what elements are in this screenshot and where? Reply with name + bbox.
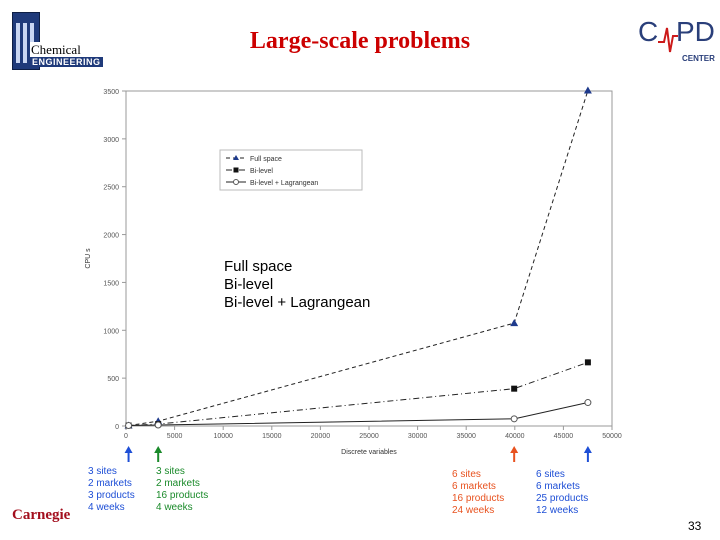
overlay-legend-bilevel: Bi-level [224, 276, 274, 293]
logo-letter-c: C [638, 16, 659, 47]
legend-marker-circle [233, 179, 239, 185]
capd-center-logo: C PD CENTER [636, 10, 716, 68]
y-tick-label: 0 [115, 424, 119, 431]
annotation-case-2-line-2: 2 markets [156, 478, 200, 489]
annotation-case-4-line-3: 25 products [536, 493, 589, 504]
data-point-bilevel-lagrangean [510, 415, 518, 423]
annotation-case-4: 6 sites 6 markets 25 products 12 weeks [536, 469, 588, 517]
logo-letters-pd: PD [676, 16, 715, 47]
y-tick-label: 2500 [103, 185, 119, 192]
data-point-bilevel-lagrangean [154, 421, 162, 429]
annotation-case-1-line-3: 3 products [88, 490, 135, 501]
series-line-1 [128, 90, 589, 427]
data-point-full-space [583, 86, 592, 94]
annotation-case-3-line-3: 16 products [452, 493, 505, 504]
series-line-2 [128, 361, 589, 427]
overlay-legend-full-space: Full space [224, 258, 293, 275]
x-tick-label: 25000 [359, 433, 379, 440]
x-tick-label: 5000 [167, 433, 183, 440]
x-axis-label: Discrete variables [341, 449, 397, 456]
annotation-case-2-line-4: 4 weeks [156, 502, 193, 513]
y-tick-label: 1500 [103, 280, 119, 287]
pulse-icon [658, 27, 678, 53]
x-tick-label: 30000 [408, 433, 428, 440]
annotation-case-1-line-2: 2 markets [88, 478, 132, 489]
slide-title: Large-scale problems [249, 28, 471, 54]
logo-word-engineering: ENGINEERING [30, 57, 103, 67]
legend-entry-label: Bi-level [250, 168, 273, 175]
annotation-case-2-line-1: 3 sites [156, 466, 185, 477]
annotation-case-1-line-4: 4 weeks [88, 502, 125, 513]
legend-entry-label: Full space [250, 156, 282, 163]
annotation-arrow-head [510, 446, 519, 453]
annotation-case-1: 3 sites 2 markets 3 products 4 weeks [88, 466, 135, 514]
annotation-arrow-head [583, 446, 592, 453]
annotation-case-3-line-1: 6 sites [452, 469, 481, 480]
overlay-legend: Full space Bi-level Bi-level + Lagrangea… [224, 258, 370, 312]
annotation-arrow-head [154, 446, 163, 453]
annotation-case-4-line-4: 12 weeks [536, 505, 579, 516]
y-tick-label: 1000 [103, 328, 119, 335]
annotation-case-2-line-3: 16 products [156, 490, 209, 501]
annotation-case-3-line-4: 24 weeks [452, 505, 495, 516]
logo-word-chemical: Chemical [30, 42, 82, 58]
annotation-case-1-line-1: 3 sites [88, 466, 117, 477]
x-tick-label: 0 [124, 433, 128, 440]
legend-entry-label: Bi-level + Lagrangean [250, 180, 318, 187]
annotation-case-3-line-2: 6 markets [452, 481, 496, 492]
annotation-case-2: 3 sites 2 markets 16 products 4 weeks [156, 466, 208, 514]
annotation-case-4-line-1: 6 sites [536, 469, 565, 480]
chemical-engineering-logo: Chemical ENGINEERING [12, 12, 103, 70]
data-point-bilevel [511, 385, 518, 392]
data-point-full-space [510, 319, 519, 327]
page-number: 33 [688, 519, 702, 533]
annotation-case-4-line-2: 6 markets [536, 481, 580, 492]
y-tick-label: 2000 [103, 233, 119, 240]
y-axis-label: CPU s [85, 248, 92, 269]
logo-center-label: CENTER [682, 54, 715, 63]
x-tick-label: 10000 [213, 433, 233, 440]
y-tick-label: 3000 [103, 137, 119, 144]
legend-marker-triangle [233, 155, 239, 160]
carnegie-logo: Carnegie [12, 507, 71, 523]
data-point-bilevel [584, 359, 591, 366]
x-tick-label: 15000 [262, 433, 282, 440]
annotation-case-3: 6 sites 6 markets 16 products 24 weeks [452, 469, 504, 517]
x-tick-label: 20000 [311, 433, 331, 440]
y-tick-label: 500 [107, 376, 119, 383]
annotation-arrow-head [124, 446, 133, 453]
x-tick-label: 40000 [505, 433, 525, 440]
x-tick-label: 50000 [602, 433, 622, 440]
x-tick-label: 45000 [554, 433, 574, 440]
overlay-legend-bilevel-lagrangean: Bi-level + Lagrangean [224, 294, 371, 311]
y-tick-label: 3500 [103, 89, 119, 96]
x-tick-label: 35000 [456, 433, 476, 440]
data-point-bilevel-lagrangean [125, 422, 133, 430]
data-point-bilevel-lagrangean [584, 399, 592, 407]
legend-marker-square [233, 167, 239, 173]
series-line-3 [128, 402, 589, 427]
